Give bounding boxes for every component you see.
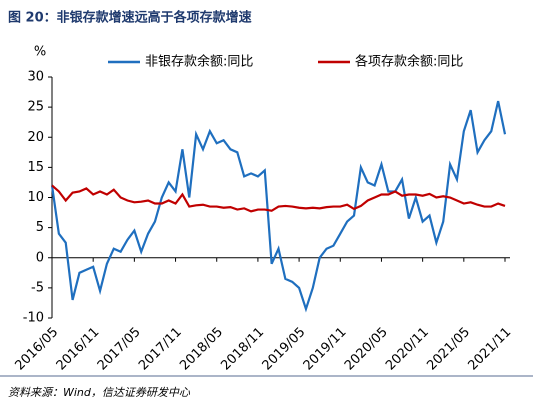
x-tick-label: 2021/05 [424,325,473,374]
x-tick-label: 2016/05 [13,325,62,374]
x-tick-label: 2020/11 [383,325,432,374]
x-tick-label: 2019/05 [260,325,309,374]
legend-label: 非银存款余额:同比 [145,54,253,70]
y-tick-label: 30 [27,70,44,85]
y-tick-label: 0 [36,250,44,265]
y-tick-label: -10 [23,311,44,326]
x-tick-label: 2018/11 [218,325,267,374]
y-tick-label: -5 [31,280,44,295]
x-tick-label: 2020/05 [342,325,391,374]
x-tick-label: 2021/11 [466,325,515,374]
series-line [51,184,506,213]
x-tick-label: 2018/05 [177,325,226,374]
y-tick-label: 15 [27,160,44,175]
y-tick-label: 20 [27,130,44,145]
y-tick-label: 10 [27,190,44,205]
series-line [50,100,507,313]
x-tick-label: 2017/11 [136,325,185,374]
y-tick-label: 5 [36,220,44,235]
x-tick-label: 2019/11 [301,325,350,374]
x-tick-label: 2016/11 [54,325,103,374]
x-tick-label: 2017/05 [95,325,144,374]
y-tick-label: 25 [27,100,44,115]
y-axis-label: % [34,45,46,60]
source-note: 资料来源：Wind，信达证券研发中心 [8,386,191,399]
chart-title: 图 20：非银存款增速远高于各项存款增速 [8,10,252,26]
legend-label: 各项存款余额:同比 [355,54,463,70]
